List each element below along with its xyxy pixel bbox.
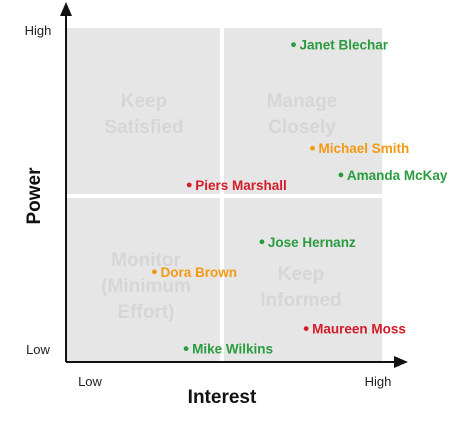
quadrant-top-right xyxy=(224,28,382,194)
data-point: Maureen Moss xyxy=(303,322,406,337)
data-point: Mike Wilkins xyxy=(183,342,273,357)
quadrant-label-top-left: Satisfied xyxy=(104,117,183,138)
data-point-label: Amanda McKay xyxy=(347,168,448,183)
quadrant-bottom-left xyxy=(66,198,220,362)
y-axis-arrow xyxy=(60,2,72,16)
quadrant-label-bottom-left: (Minimum xyxy=(101,276,191,297)
data-point: Jose Hernanz xyxy=(259,235,356,250)
quadrant-labels: Keep Satisfied Manage Closely Monitor (Minimu… xyxy=(101,91,342,323)
data-point-dot xyxy=(338,172,344,178)
quadrant-label-top-right: Closely xyxy=(268,117,336,138)
y-axis-title: Power xyxy=(24,167,45,225)
x-tick-low: Low xyxy=(78,374,102,389)
data-point-label: Maureen Moss xyxy=(312,322,406,337)
y-tick-low: Low xyxy=(26,342,50,357)
quadrant-label-top-right: Manage xyxy=(267,91,338,112)
quadrant-label-bottom-left: Monitor xyxy=(111,250,181,271)
y-tick-high: High xyxy=(25,23,52,38)
quadrant-label-bottom-right: Keep xyxy=(278,264,324,285)
data-point-dot xyxy=(152,269,157,275)
data-point-label: Janet Blechar xyxy=(300,38,389,53)
x-axis-title: Interest xyxy=(188,387,257,408)
data-point-dot xyxy=(186,182,192,188)
quadrant-label-top-left: Keep xyxy=(121,91,167,112)
quadrant-label-bottom-right: Informed xyxy=(260,290,341,311)
data-point-dot xyxy=(303,326,309,331)
data-point-label: Michael Smith xyxy=(318,141,409,156)
data-point-label: Piers Marshall xyxy=(195,178,287,193)
quadrant-top-left xyxy=(66,28,220,194)
data-point-label: Mike Wilkins xyxy=(192,342,273,357)
data-point: Michael Smith xyxy=(310,141,409,156)
axes xyxy=(60,2,408,368)
quadrant-bottom-right xyxy=(224,198,382,362)
data-point: Dora Brown xyxy=(152,265,237,280)
data-point-dot xyxy=(259,239,265,245)
data-point: Piers Marshall xyxy=(186,178,287,193)
x-tick-high: High xyxy=(365,374,392,389)
data-point: Amanda McKay xyxy=(338,168,448,183)
data-point-dot xyxy=(291,42,296,48)
data-point-dot xyxy=(310,145,315,151)
data-point-dot xyxy=(183,346,189,352)
quadrant-label-bottom-left: Effort) xyxy=(118,302,175,323)
data-point-label: Jose Hernanz xyxy=(268,235,356,250)
data-point-label: Dora Brown xyxy=(160,265,237,280)
data-points: Janet Blechar Michael Smith Amanda McKay Pi… xyxy=(152,38,448,357)
x-axis-arrow xyxy=(394,356,408,368)
quadrant-backgrounds xyxy=(66,28,382,362)
data-point: Janet Blechar xyxy=(291,38,389,53)
